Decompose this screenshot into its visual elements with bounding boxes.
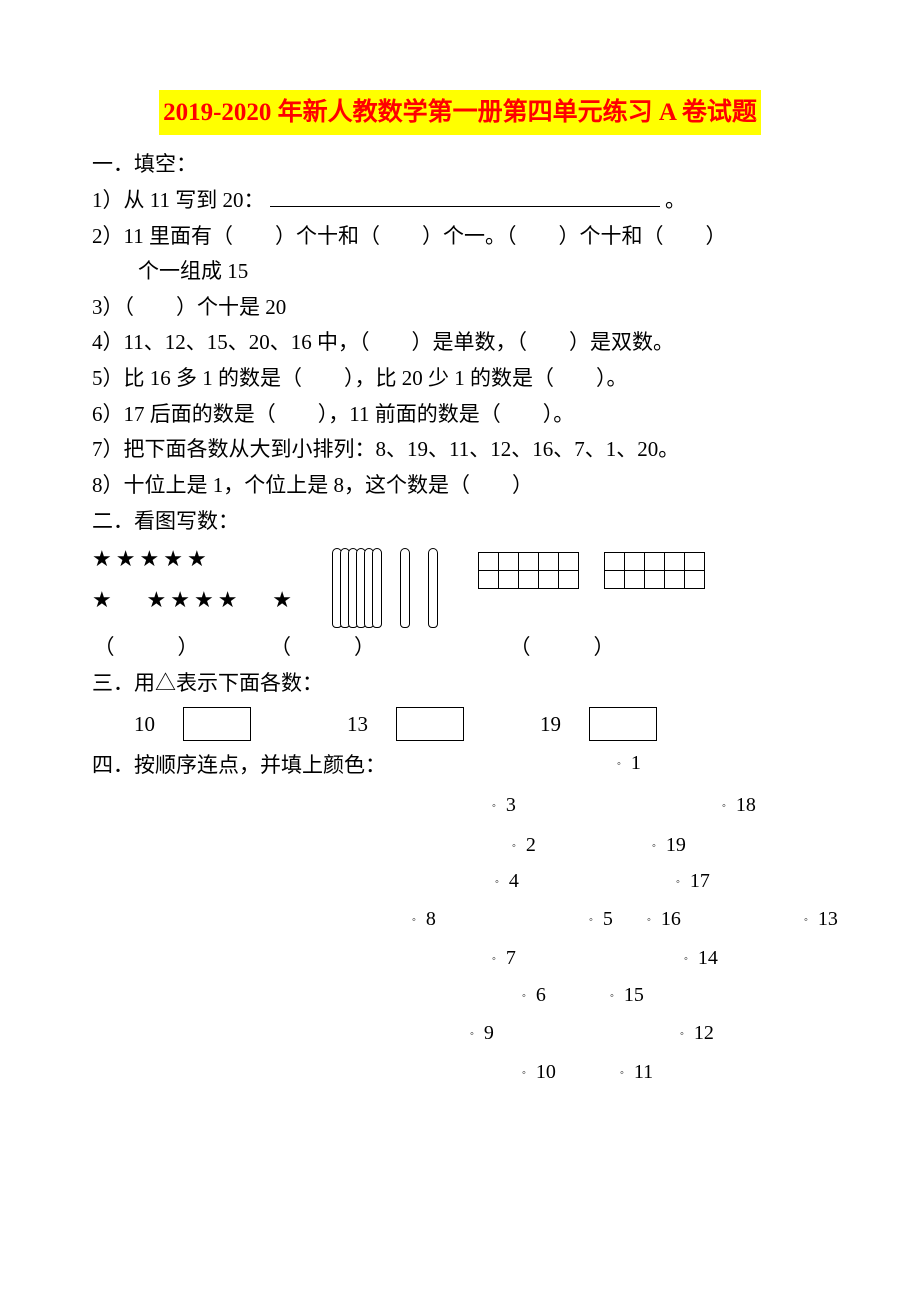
connect-dot[interactable]: ◦5 [589,903,613,936]
section3-heading: 三．用△表示下面各数： [92,666,828,701]
connect-dot[interactable]: ◦2 [512,829,536,862]
grids-group [478,542,704,588]
star-icon: ★ [194,583,214,616]
answer-box[interactable] [183,707,251,741]
star-icon: ★ [272,583,292,616]
title-wrap: 2019-2020 年新人教数学第一册第四单元练习 A 卷试题 [92,90,828,141]
connect-dot[interactable]: ◦8 [412,903,436,936]
q6: 6）17 后面的数是（ ），11 前面的数是（ ）。 [92,397,828,432]
answer-blank[interactable]: （ ） [445,630,679,665]
star-icon: ★ [139,542,159,575]
star-icon: ★ [187,542,207,575]
q3: 3）（ ）个十是 20 [92,290,828,325]
stick-icon [372,548,382,628]
connect-dot[interactable]: ◦14 [684,942,718,975]
q1-text: 1）从 11 写到 20： [92,188,264,212]
star-icon: ★ [92,583,112,616]
num-10: 10 [134,707,155,742]
connect-dot[interactable]: ◦16 [647,903,681,936]
stars-group: ★ ★ ★ ★ ★ ★ ★ ★ ★ ★ ★ [92,542,292,616]
num-13: 13 [347,707,368,742]
stick-icon [428,548,438,628]
connect-dot[interactable]: ◦13 [804,903,838,936]
q7: 7）把下面各数从大到小排列：8、19、11、12、16、7、1、20。 [92,432,828,467]
q1-end: 。 [665,188,686,212]
connect-dot[interactable]: ◦11 [620,1056,653,1089]
q4: 4）11、12、15、20、16 中，（ ）是单数，（ ）是双数。 [92,325,828,360]
star-icon: ★ [92,542,112,575]
connect-dot[interactable]: ◦18 [722,789,756,822]
star-icon: ★ [116,542,136,575]
star-icon: ★ [147,583,167,616]
page-title: 2019-2020 年新人教数学第一册第四单元练习 A 卷试题 [159,90,761,135]
ten-grid [478,552,578,588]
star-icon: ★ [170,583,190,616]
star-icon: ★ [163,542,183,575]
stick-icon [400,548,410,628]
section4-heading: 四．按顺序连点，并填上颜色： [92,748,386,783]
sticks-group [332,542,438,628]
connect-dot[interactable]: ◦12 [680,1017,714,1050]
q8: 8）十位上是 1，个位上是 8，这个数是（ ） [92,468,828,503]
connect-dot[interactable]: ◦4 [495,865,519,898]
section4-area: 四．按顺序连点，并填上颜色： ◦1◦3◦18◦2◦19◦4◦17◦8◦5◦16◦… [92,747,828,1147]
section2-heading: 二．看图写数： [92,504,828,539]
stars-row-1: ★ ★ ★ ★ ★ [92,542,292,575]
answer-blank[interactable]: （ ） [92,630,200,665]
answer-box[interactable] [396,707,464,741]
connect-dot[interactable]: ◦9 [470,1017,494,1050]
connect-dot[interactable]: ◦3 [492,789,516,822]
answer-blank[interactable]: （ ） [200,630,445,665]
connect-dot[interactable]: ◦6 [522,979,546,1012]
answer-box[interactable] [589,707,657,741]
star-gap [116,583,143,616]
section2-answers: （ ） （ ） （ ） [92,630,828,665]
section1-heading: 一．填空： [92,147,828,182]
q2-line1: 2）11 里面有（ ）个十和（ ）个一。（ ）个十和（ ） [92,219,828,254]
connect-dot[interactable]: ◦17 [676,865,710,898]
section3-row: 10 13 19 [134,707,828,742]
worksheet-page: 2019-2020 年新人教数学第一册第四单元练习 A 卷试题 一．填空： 1）… [0,0,920,1300]
connect-dot[interactable]: ◦19 [652,829,686,862]
q1-blank-line[interactable] [270,185,660,207]
q1: 1）从 11 写到 20： 。 [92,183,828,218]
q5: 5）比 16 多 1 的数是（ ），比 20 少 1 的数是（ ）。 [92,361,828,396]
stick-bundle [332,548,382,628]
star-icon: ★ [218,583,238,616]
q2-line2: 个一组成 15 [92,254,828,289]
connect-dot[interactable]: ◦15 [610,979,644,1012]
stars-row-2: ★ ★ ★ ★ ★ ★ [92,583,292,616]
connect-dot[interactable]: ◦1 [617,747,641,780]
connect-dot[interactable]: ◦7 [492,942,516,975]
star-gap [241,583,268,616]
ten-grid [604,552,704,588]
num-19: 19 [540,707,561,742]
connect-dot[interactable]: ◦10 [522,1056,556,1089]
section2-visuals: ★ ★ ★ ★ ★ ★ ★ ★ ★ ★ ★ [92,542,828,628]
